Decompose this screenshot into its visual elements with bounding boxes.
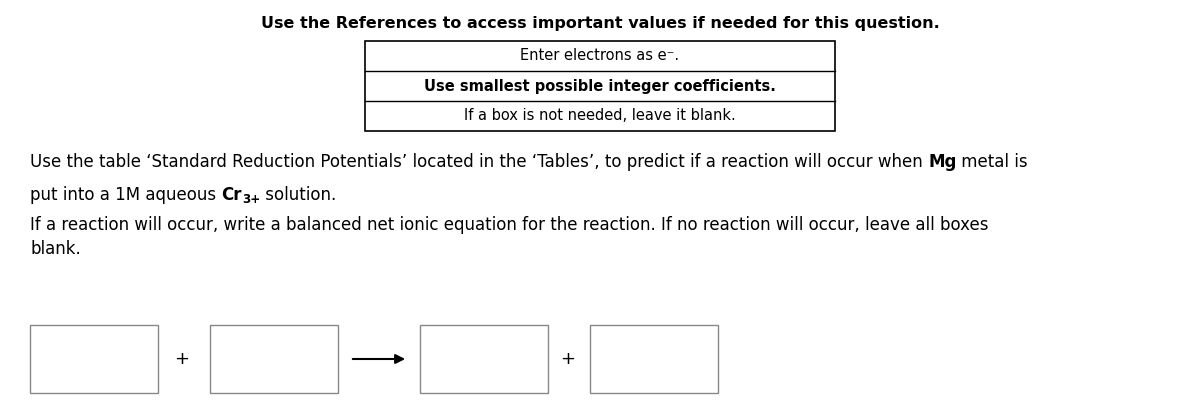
Text: metal is: metal is [956, 153, 1028, 171]
Text: +: + [174, 350, 190, 368]
Text: If a box is not needed, leave it blank.: If a box is not needed, leave it blank. [464, 109, 736, 123]
Bar [590, 325, 718, 393]
Bar [420, 325, 548, 393]
Text: Use the table ‘Standard Reduction Potentials’ located in the ‘Tables’, to predic: Use the table ‘Standard Reduction Potent… [30, 153, 928, 171]
Bar [210, 325, 338, 393]
Text: solution.: solution. [260, 186, 336, 204]
Text: If a reaction will occur, write a balanced net ionic equation for the reaction. : If a reaction will occur, write a balanc… [30, 216, 989, 258]
Bar [30, 325, 158, 393]
Text: Cr: Cr [221, 186, 242, 204]
Text: put into a 1M aqueous: put into a 1M aqueous [30, 186, 221, 204]
Text: Use the References to access important values if needed for this question.: Use the References to access important v… [260, 16, 940, 31]
Text: 3+: 3+ [242, 193, 260, 206]
Text: Enter electrons as e⁻.: Enter electrons as e⁻. [521, 48, 679, 64]
Text: Use smallest possible integer coefficients.: Use smallest possible integer coefficien… [424, 79, 776, 93]
Text: +: + [560, 350, 576, 368]
Text: Mg: Mg [928, 153, 956, 171]
Bar [365, 41, 835, 131]
